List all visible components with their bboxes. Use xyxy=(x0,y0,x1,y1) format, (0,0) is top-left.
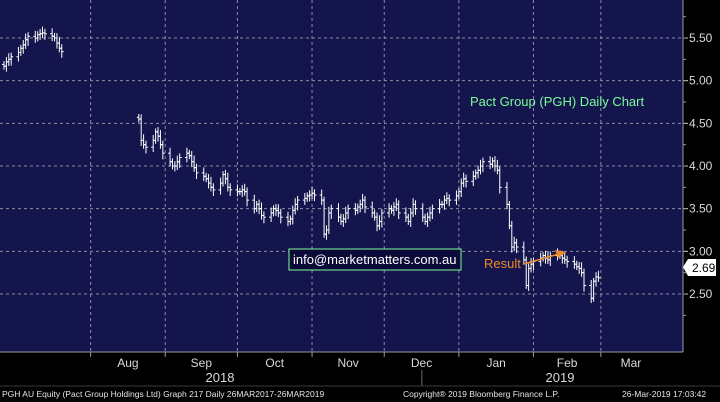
price-bar xyxy=(565,255,570,268)
price-bar xyxy=(379,208,384,228)
y-tick-label: 5.50 xyxy=(689,31,713,45)
price-bar xyxy=(312,189,317,202)
price-bar xyxy=(245,187,250,207)
email-callout-box xyxy=(288,248,462,271)
price-bar xyxy=(228,183,233,197)
last-price-value: 2.69 xyxy=(692,261,716,275)
price-bar xyxy=(581,268,586,292)
email-callout-text: info@marketmatters.com.au xyxy=(293,252,456,267)
x-tick-label-month: Mar xyxy=(621,356,642,370)
x-year-label: 2019 xyxy=(546,370,575,385)
y-axis: 5.50 5.00 4.50 4.00 3.50 3.00 2.50 xyxy=(682,0,713,352)
price-bar xyxy=(447,194,452,207)
email-callout: info@marketmatters.com.au xyxy=(288,248,462,271)
price-bar xyxy=(26,32,31,46)
x-tick-label-month: Aug xyxy=(117,356,138,370)
price-bar xyxy=(514,238,519,254)
y-tick-label: 3.00 xyxy=(689,244,713,258)
price-bar xyxy=(480,157,485,173)
price-bar xyxy=(346,204,351,220)
price-bar xyxy=(59,44,64,58)
last-price-tag: 2.69 xyxy=(683,259,716,276)
result-arrow xyxy=(523,252,563,265)
price-bar xyxy=(362,196,367,214)
grid-lines xyxy=(0,0,683,352)
price-bar xyxy=(413,200,418,215)
price-bar xyxy=(596,270,601,282)
price-bar xyxy=(497,166,502,194)
y-tick-label: 4.50 xyxy=(689,116,713,130)
price-bar xyxy=(430,204,435,220)
price-bar xyxy=(396,200,401,220)
y-tick-label: 2.50 xyxy=(689,287,713,301)
price-bar xyxy=(295,196,300,211)
result-arrow-head xyxy=(555,250,566,258)
price-bar xyxy=(194,163,199,179)
price-bar xyxy=(42,28,47,40)
result-label: Result xyxy=(484,256,521,271)
y-tick-label: 4.00 xyxy=(689,159,713,173)
last-price-tag-shape xyxy=(683,259,716,276)
footer-copyright: Copyright® 2019 Bloomberg Finance L.P. xyxy=(403,389,559,399)
price-bar xyxy=(177,153,182,168)
x-tick-label-month: Feb xyxy=(557,356,578,370)
x-tick-label-month: Oct xyxy=(265,356,284,370)
x-year-label: 2018 xyxy=(206,370,235,385)
plot-area xyxy=(0,0,683,352)
price-bar xyxy=(143,140,148,154)
price-bar xyxy=(261,211,266,224)
x-tick-label-month: Nov xyxy=(337,356,358,370)
x-tick-label-month: Jan xyxy=(486,356,505,370)
price-series xyxy=(2,26,601,304)
price-bar xyxy=(464,174,469,188)
price-bar xyxy=(329,204,334,220)
y-tick-label: 3.50 xyxy=(689,202,713,216)
result-annotation: Result xyxy=(484,250,566,271)
price-bar xyxy=(9,52,14,66)
price-bar xyxy=(278,208,283,224)
chart-title: Pact Group (PGH) Daily Chart xyxy=(470,94,644,109)
price-bar xyxy=(211,183,216,197)
footer-timestamp: 26-Mar-2019 17:03:42 xyxy=(622,389,706,399)
x-tick-label-month: Dec xyxy=(411,356,432,370)
y-tick-label: 5.00 xyxy=(689,74,713,88)
footer-security-info: PGH AU Equity (Pact Group Holdings Ltd) … xyxy=(2,389,324,399)
x-axis: Aug Sep Oct Nov Dec Jan Feb Mar 2018 2019 xyxy=(0,351,683,386)
x-tick-label-month: Sep xyxy=(191,356,213,370)
price-bar xyxy=(160,140,165,160)
